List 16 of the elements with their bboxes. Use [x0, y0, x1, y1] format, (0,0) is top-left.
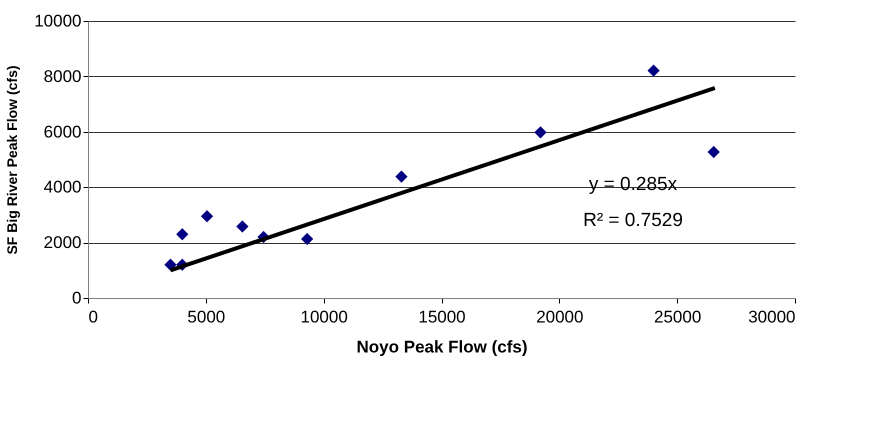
y-axis-title: SF Big River Peak Flow (cfs) [4, 65, 20, 255]
y-tick-label: 0 [72, 288, 82, 308]
x-tick-label: 0 [88, 308, 98, 326]
x-tick-label: 10000 [300, 308, 348, 326]
x-tick-label: 5000 [187, 308, 226, 326]
y-tick-label: 2000 [44, 233, 82, 252]
x-tick-label: 30000 [748, 308, 796, 326]
x-tick-label: 20000 [536, 308, 584, 326]
y-tick-label: 8000 [44, 66, 82, 86]
y-tick-label: 10000 [34, 12, 82, 30]
y-tick-label: 6000 [44, 122, 82, 142]
annotation: R² = 0.7529 [583, 210, 683, 231]
x-axis-title: Noyo Peak Flow (cfs) [356, 338, 528, 356]
x-tick-label: 25000 [654, 308, 702, 326]
y-tick-label: 4000 [44, 178, 82, 197]
x-tick-label: 15000 [418, 308, 466, 326]
